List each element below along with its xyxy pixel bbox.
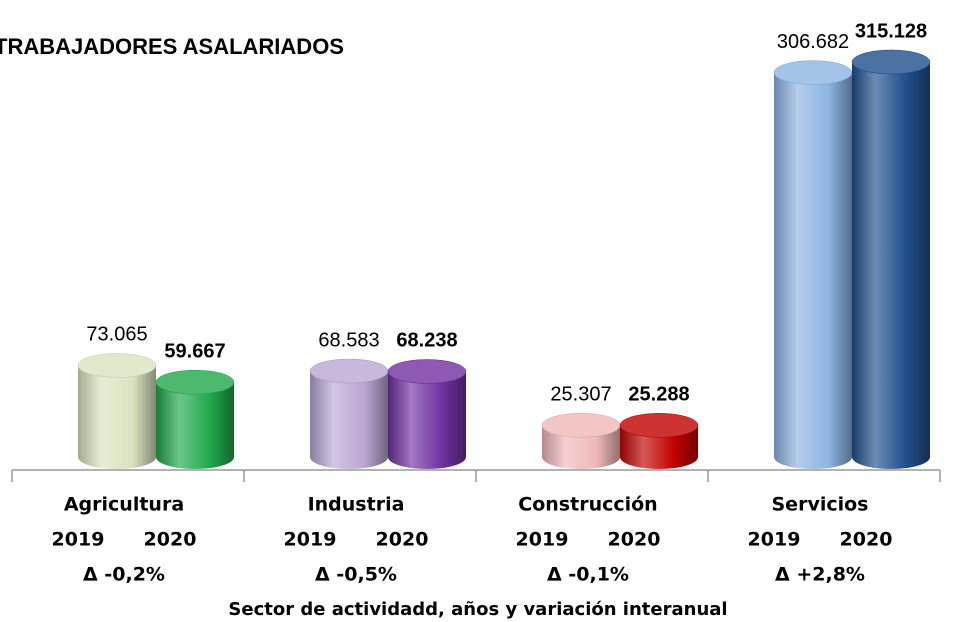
- bar: [773, 60, 853, 469]
- bar-top: [773, 60, 853, 85]
- bar-top: [851, 49, 931, 75]
- value-label: 25.288: [628, 384, 689, 406]
- value-label: 68.238: [396, 330, 457, 352]
- bar: [541, 413, 621, 469]
- bar: [619, 413, 699, 469]
- year-label: 2019: [52, 529, 105, 551]
- bar-top: [309, 358, 389, 384]
- year-label: 2019: [284, 529, 337, 551]
- bar-top: [541, 413, 621, 438]
- value-label: 73.065: [86, 324, 147, 346]
- bar: [851, 49, 931, 469]
- bar: [155, 369, 235, 469]
- value-label: 306.682: [777, 31, 849, 53]
- bar-body: [852, 62, 930, 457]
- category-label: Construcción: [518, 494, 657, 516]
- bar: [309, 358, 389, 469]
- bar-body: [156, 382, 234, 457]
- category-label: Servicios: [772, 494, 869, 516]
- bar-body: [310, 371, 388, 457]
- value-label: 59.667: [164, 340, 225, 362]
- category-label: Agricultura: [64, 494, 184, 516]
- year-label: 2019: [748, 529, 801, 551]
- value-label: 25.307: [550, 384, 611, 406]
- bar: [77, 353, 157, 469]
- bar-body: [774, 72, 852, 457]
- chart-title: TRABAJADORES ASALARIADOS: [0, 34, 344, 59]
- variation-label: Δ -0,2%: [83, 564, 165, 586]
- category-label: Industria: [308, 494, 405, 516]
- value-label: 68.583: [318, 329, 379, 351]
- year-label: 2019: [516, 529, 569, 551]
- variation-label: Δ -0,1%: [547, 564, 629, 586]
- variation-label: Δ -0,5%: [315, 564, 397, 586]
- bar-top: [619, 413, 699, 438]
- bar-top: [77, 353, 157, 378]
- bar: [387, 359, 467, 469]
- year-label: 2020: [608, 529, 661, 551]
- bar-body: [388, 371, 466, 457]
- year-label: 2020: [144, 529, 197, 551]
- variation-label: Δ +2,8%: [775, 564, 865, 586]
- year-label: 2020: [840, 529, 893, 551]
- bar-top: [387, 359, 467, 384]
- x-axis-title: Sector de actividadd, años y variación i…: [228, 599, 727, 620]
- bar-top: [155, 369, 235, 395]
- value-label: 315.128: [855, 20, 927, 42]
- year-label: 2020: [376, 529, 429, 551]
- bar-body: [78, 365, 156, 457]
